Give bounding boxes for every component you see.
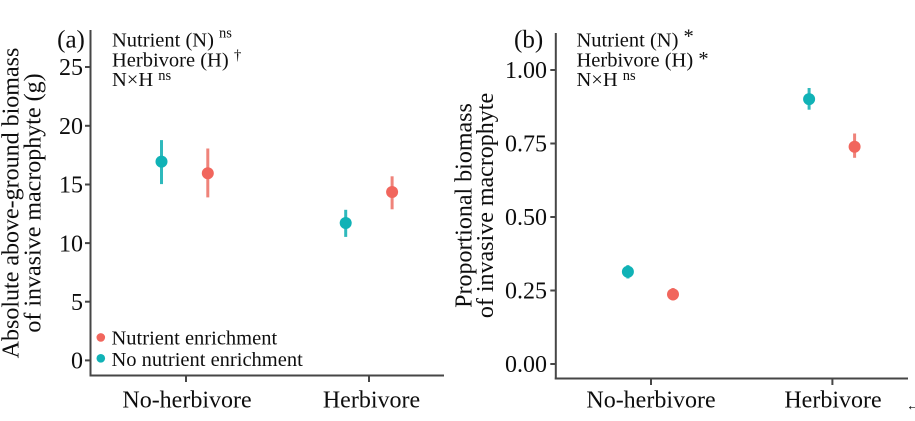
svg-text:Nutrient (N) *: Nutrient (N) * xyxy=(577,25,694,51)
svg-text:Nutrient enrichment: Nutrient enrichment xyxy=(112,327,278,349)
svg-text:of invasive macrophyte: of invasive macrophyte xyxy=(473,93,499,318)
svg-text:Herbivore (H) †: Herbivore (H) † xyxy=(112,48,242,72)
svg-text:0.00: 0.00 xyxy=(505,352,547,378)
svg-text:←: ← xyxy=(906,399,915,414)
svg-text:Absolute above-ground biomass: Absolute above-ground biomass xyxy=(0,48,25,359)
svg-text:of invasive macrophyte (g): of invasive macrophyte (g) xyxy=(21,73,47,332)
svg-text:25: 25 xyxy=(59,55,83,81)
svg-text:Nutrient (N) ns: Nutrient (N) ns xyxy=(112,25,232,51)
svg-text:(b): (b) xyxy=(514,27,543,54)
svg-text:Herbivore: Herbivore xyxy=(323,388,420,414)
svg-text:0.75: 0.75 xyxy=(505,132,547,158)
svg-text:(a): (a) xyxy=(57,27,85,54)
svg-text:No-herbivore: No-herbivore xyxy=(586,388,715,414)
svg-text:0: 0 xyxy=(71,349,83,375)
svg-text:N×H ns: N×H ns xyxy=(577,68,637,91)
svg-text:0.50: 0.50 xyxy=(505,205,547,231)
svg-text:No nutrient enrichment: No nutrient enrichment xyxy=(112,349,304,371)
svg-text:1.00: 1.00 xyxy=(505,58,547,84)
svg-text:5: 5 xyxy=(71,290,83,316)
svg-text:Herbivore (H) *: Herbivore (H) * xyxy=(577,48,709,72)
svg-text:15: 15 xyxy=(59,173,83,199)
svg-text:Proportional biomass: Proportional biomass xyxy=(452,103,478,308)
svg-text:0.25: 0.25 xyxy=(505,279,547,305)
svg-text:Herbivore: Herbivore xyxy=(784,388,881,414)
svg-text:No-herbivore: No-herbivore xyxy=(122,388,251,414)
svg-text:10: 10 xyxy=(59,231,83,257)
svg-text:20: 20 xyxy=(59,114,83,140)
svg-text:N×H ns: N×H ns xyxy=(112,68,172,91)
